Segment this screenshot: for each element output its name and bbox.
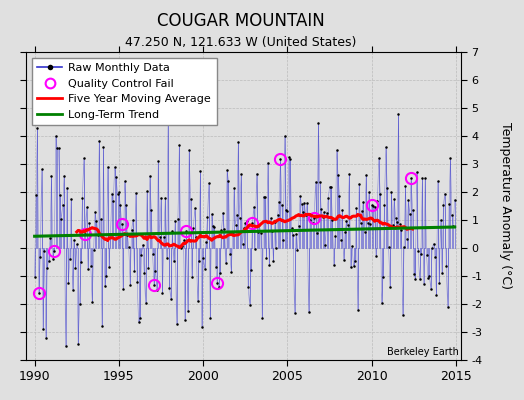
- Text: Berkeley Earth: Berkeley Earth: [387, 347, 459, 357]
- Legend: Raw Monthly Data, Quality Control Fail, Five Year Moving Average, Long-Term Tren: Raw Monthly Data, Quality Control Fail, …: [32, 58, 217, 125]
- Text: COUGAR MOUNTAIN: COUGAR MOUNTAIN: [157, 12, 325, 30]
- Y-axis label: Temperature Anomaly (°C): Temperature Anomaly (°C): [499, 122, 512, 290]
- Text: 47.250 N, 121.633 W (United States): 47.250 N, 121.633 W (United States): [125, 36, 357, 49]
